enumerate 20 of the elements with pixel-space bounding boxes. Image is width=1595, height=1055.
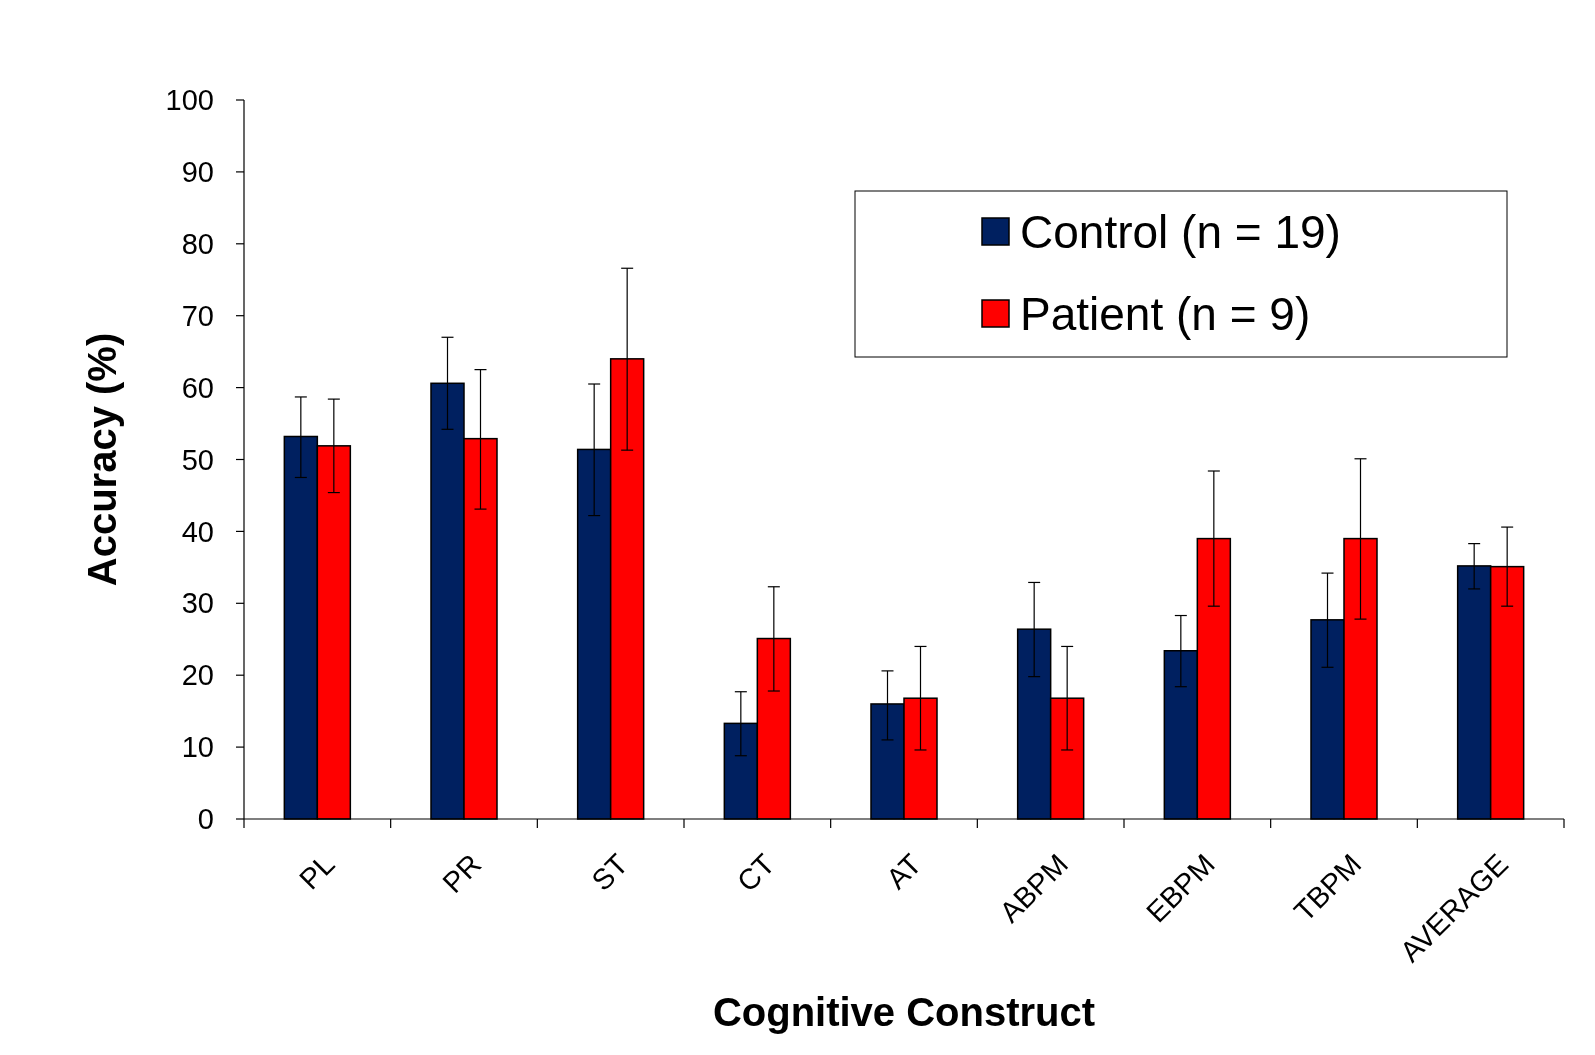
x-tick-label: PL [293,847,341,896]
y-axis-title: Accuracy (%) [80,332,124,587]
y-tick-label: 30 [181,587,214,620]
y-tick-label: 10 [181,731,214,764]
y-tick-label: 80 [181,227,214,260]
y-tick-label: 60 [181,371,214,404]
y-tick-label: 40 [181,515,214,548]
x-tick-label: ST [585,847,635,897]
y-tick-label: 100 [165,84,214,117]
x-tick-label: AT [880,847,928,896]
x-tick-label: CT [730,847,781,898]
y-tick-label: 0 [197,803,214,836]
legend-label: Control (n = 19) [1020,206,1341,259]
y-tick-label: 90 [181,156,214,189]
x-tick-label: PR [436,847,488,899]
y-tick-label: 50 [181,443,214,476]
legend-label: Patient (n = 9) [1020,288,1311,341]
x-axis-title: Cognitive Construct [712,990,1096,1034]
y-tick-label: 20 [181,659,214,692]
y-tick-label: 70 [181,299,214,332]
